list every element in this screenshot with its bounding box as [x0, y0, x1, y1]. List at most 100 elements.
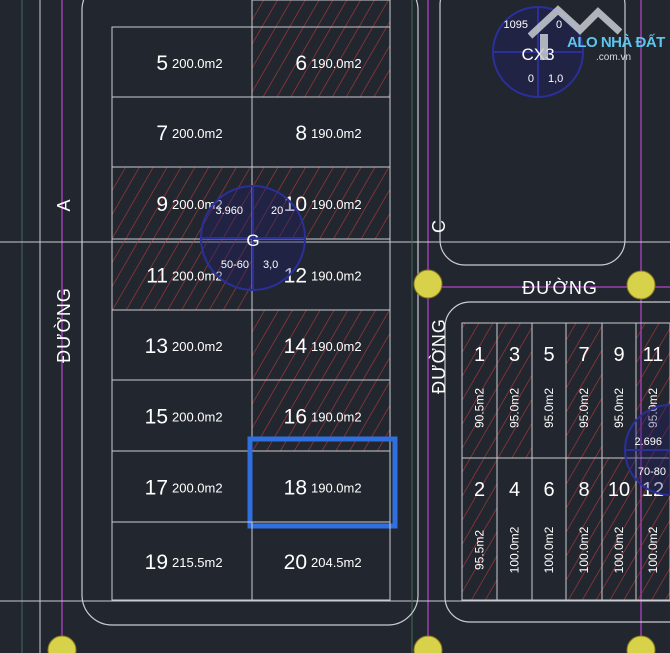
plot-5-left-block[interactable]: 5 200.0m2 [111, 26, 253, 98]
plot-11-right-block[interactable]: 1195.0m2 [635, 322, 670, 459]
plot-area: 95.0m2 [612, 388, 626, 428]
plot-number: 5 [543, 344, 554, 366]
plot-15-left-block[interactable]: 15 200.0m2 [111, 379, 253, 452]
plot-number: 8 [295, 122, 307, 145]
house-icon [528, 5, 623, 60]
road-node-marker [47, 635, 77, 653]
road-node-marker [626, 635, 656, 653]
road-horizontal-name: ĐƯỜNG [522, 277, 598, 298]
plot-area: 190.0m2 [311, 56, 362, 71]
survey-value: 1095 [504, 19, 528, 31]
plot-1-right-block[interactable]: 1 90.5m2 [461, 322, 498, 459]
plot-number: 19 [145, 551, 168, 574]
plot-area: 100.0m2 [646, 526, 660, 573]
plot-number: 11 [146, 265, 168, 288]
plot-number: 10 [608, 479, 630, 501]
road-a-name: ĐƯỜNG [53, 287, 74, 363]
survey-point-g: G 3.960 20 50-60 3,0 [200, 185, 306, 291]
plot-area: 95.5m2 [473, 530, 487, 570]
survey-point-right: 2.696 70-80 [624, 404, 670, 496]
plot-number: 7 [156, 122, 168, 145]
plot-number: 12 [284, 265, 307, 288]
plot-12-left-block[interactable]: 12 190.0m2 [251, 238, 391, 311]
plot-13-left-block[interactable]: 13 200.0m2 [111, 309, 253, 381]
survey-value: 1,0 [548, 73, 563, 85]
plot-number: 1 [474, 344, 485, 366]
plot-number: 10 [284, 193, 307, 216]
road-c-name: ĐƯỜNG [428, 318, 449, 394]
plot-number: 20 [284, 551, 307, 574]
watermark-domain: .com.vn [596, 52, 632, 63]
plot-8-left-block[interactable]: 8 190.0m2 [251, 96, 391, 168]
plot-area: 200.0m2 [172, 126, 223, 141]
plot-14-left-block[interactable]: 14 190.0m2 [251, 309, 391, 381]
plot-8-right-block[interactable]: 8 100.0m2 [565, 457, 603, 601]
plot-number: 9 [613, 344, 624, 366]
plot-area: 90.5m2 [473, 388, 487, 428]
plot-number: 6 [295, 52, 307, 75]
plot-area: 95.0m2 [508, 388, 522, 428]
survey-value: 0 [556, 19, 562, 31]
plot-number: 17 [145, 477, 168, 500]
plot-area: 95.0m2 [542, 388, 556, 428]
plot-4-right-block[interactable]: 4 100.0m2 [496, 457, 533, 601]
plot-area: 200.0m2 [172, 339, 223, 354]
plot-number: 3 [509, 344, 520, 366]
road-node-marker [626, 270, 656, 300]
survey-value: 3.960 [215, 205, 243, 217]
plot-number: 6 [543, 479, 554, 501]
plot-number: 18 [284, 477, 307, 500]
plot-area: 200.0m2 [172, 56, 223, 71]
plot-area: 100.0m2 [577, 526, 591, 573]
plot-7-left-block[interactable]: 7 200.0m2 [111, 96, 253, 168]
road-node-marker [413, 635, 443, 653]
plot-area: 200.0m2 [172, 481, 223, 496]
plot-number: 7 [578, 344, 589, 366]
plot-number: 8 [578, 479, 589, 501]
plot-number: 11 [643, 344, 664, 366]
plot-area: 190.0m2 [311, 197, 362, 212]
plot-6-left-block[interactable]: 6 190.0m2 [251, 26, 391, 98]
watermark-logo [528, 4, 670, 74]
plot-number: 4 [509, 479, 520, 501]
left-block-outline [81, 0, 419, 626]
plot-5-right-block[interactable]: 5 95.0m2 [531, 322, 567, 459]
survey-value: 20 [271, 205, 283, 217]
plot-number: 2 [474, 479, 485, 501]
plot-17-left-block[interactable]: 17 200.0m2 [111, 450, 253, 523]
survey-point-label: G [246, 231, 259, 250]
plot-number: 9 [156, 193, 168, 216]
plot-number: 15 [145, 406, 168, 429]
watermark-name: ALO NHÀ ĐẤT [567, 34, 665, 51]
survey-value: 50-60 [221, 259, 249, 271]
plot-19-left-block[interactable]: 19 215.5m2 [111, 521, 253, 601]
plot-area: 190.0m2 [311, 481, 362, 496]
plot-12-right-block[interactable]: 12 100.0m2 [635, 457, 670, 601]
plot-2-right-block[interactable]: 2 95.5m2 [461, 457, 498, 601]
road-a-letter: A [54, 198, 74, 211]
plot-area: 200.0m2 [172, 410, 223, 425]
plot-area: 100.0m2 [542, 526, 556, 573]
plot-7-right-block[interactable]: 7 95.0m2 [565, 322, 603, 459]
plot-area: 200.0m2 [172, 269, 223, 284]
plot-area: 204.5m2 [311, 555, 362, 570]
plot-area: 190.0m2 [311, 269, 362, 284]
plot-number: 14 [284, 335, 308, 358]
top-right-block-outline [439, 0, 626, 266]
survey-value: 3,0 [263, 259, 278, 271]
plot-18-left-block[interactable]: 18 190.0m2 [247, 436, 398, 529]
plot-area: 95.0m2 [577, 388, 591, 428]
plot-20-left-block[interactable]: 20 204.5m2 [251, 521, 391, 601]
plot-area: 190.0m2 [311, 126, 362, 141]
plot-area: 215.5m2 [172, 555, 223, 570]
plot-10-right-block[interactable]: 10 100.0m2 [601, 457, 637, 601]
survey-value: 70-80 [638, 466, 666, 478]
plot-10-left-block[interactable]: 10 190.0m2 [251, 166, 391, 240]
plot-area: 100.0m2 [508, 526, 522, 573]
selected-plot-highlight [247, 436, 398, 529]
plot-6-right-block[interactable]: 6 100.0m2 [531, 457, 567, 601]
plot-3-right-block[interactable]: 3 95.0m2 [496, 322, 533, 459]
plot-area: 190.0m2 [311, 410, 362, 425]
